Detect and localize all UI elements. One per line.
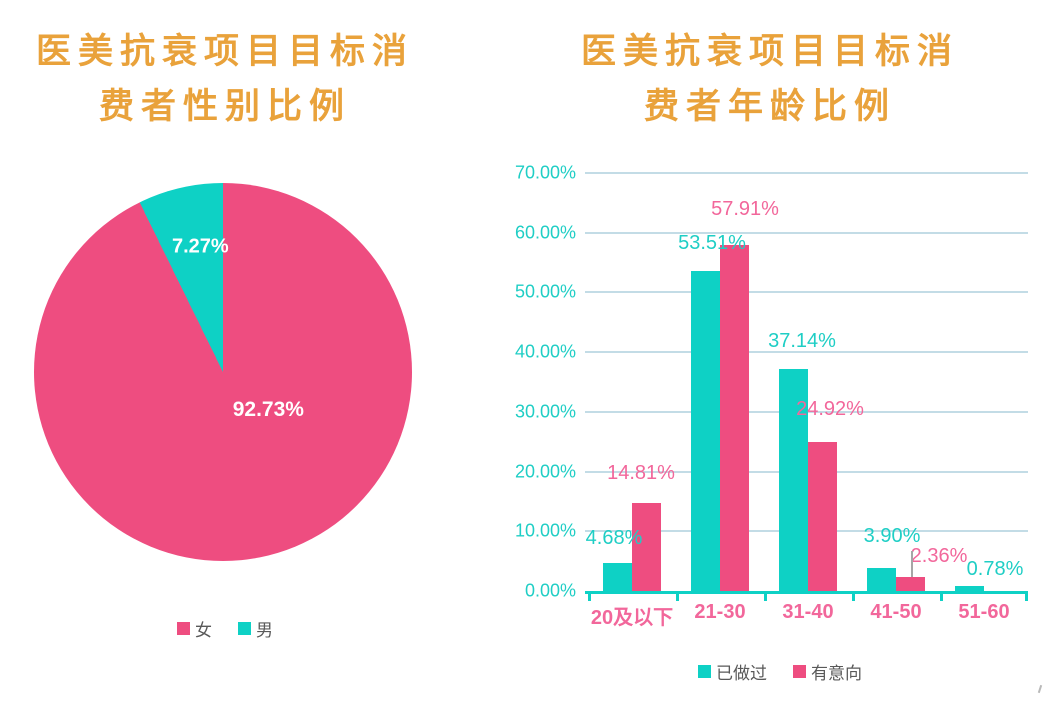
male-swatch-icon (238, 622, 251, 635)
x-axis-line (585, 591, 1028, 594)
bar-chart-title-line2: 费者年龄比例 (643, 87, 896, 126)
x-axis-tick-3 (852, 591, 855, 601)
bar-legend-item-intend[interactable]: 有意向 (793, 659, 862, 684)
x-category-label-31-40: 31-40 (782, 601, 834, 623)
bar-legend-label-done: 已做过 (716, 664, 767, 683)
bar-已做过-31-40[interactable] (779, 369, 808, 591)
gridline-70 (585, 172, 1028, 174)
female-swatch-icon (177, 622, 190, 635)
gridline-60 (585, 231, 1028, 234)
y-axis-label-50: 50.00% (514, 281, 576, 302)
bar-已做过-20及以下[interactable] (603, 563, 632, 591)
x-axis-tick-1 (676, 591, 679, 601)
pie-chart-title-line2: 费者性别比例 (98, 87, 351, 126)
bar-chart-title: 医美抗衰项目目标消 费者年龄比例 (550, 24, 990, 134)
y-axis-label-0: 0.00% (524, 580, 576, 601)
pie-legend-item-female[interactable]: 女 (177, 616, 212, 641)
pie-chart-title: 医美抗衰项目目标消 费者性别比例 (0, 24, 450, 134)
y-axis-label-10: 10.00% (514, 520, 576, 541)
bar-已做过-41-50[interactable] (867, 567, 896, 591)
y-axis-label-60: 60.00% (514, 222, 576, 243)
y-axis-label-20: 20.00% (514, 461, 576, 482)
pie-legend-item-male[interactable]: 男 (238, 616, 273, 641)
bar-chart-title-line1: 医美抗衰项目目标消 (580, 32, 959, 71)
value-label-有意向-20及以下: 14.81% (607, 462, 675, 484)
x-category-label-21-30: 21-30 (694, 601, 746, 623)
intend-swatch-icon (793, 665, 806, 678)
pie-legend: 女 男 (0, 616, 450, 641)
bar-legend-label-intend: 有意向 (811, 664, 862, 683)
pie-chart-title-line1: 医美抗衰项目目标消 (35, 32, 414, 71)
bar-legend-item-done[interactable]: 已做过 (698, 659, 767, 684)
x-category-label-20及以下: 20及以下 (590, 607, 674, 629)
corner-mark (1037, 684, 1043, 694)
value-label-有意向-31-40: 24.92% (796, 398, 864, 420)
gridline-40 (585, 351, 1028, 354)
done-swatch-icon (698, 665, 711, 678)
gridline-50 (585, 291, 1028, 294)
bar-已做过-21-30[interactable] (691, 271, 720, 591)
gender-pie: 7.27% 92.73% (34, 183, 412, 561)
pie-slice-label-female: 92.73% (232, 397, 304, 421)
value-label-已做过-51-60: 0.78% (966, 558, 1024, 580)
x-axis-tick-5 (1025, 591, 1028, 601)
value-label-有意向-21-30: 57.91% (711, 198, 779, 220)
y-axis-label-40: 40.00% (514, 341, 576, 362)
pie-legend-label-female: 女 (195, 621, 212, 640)
bar-legend: 已做过 有意向 (560, 659, 1000, 684)
x-category-label-41-50: 41-50 (870, 601, 922, 623)
value-label-已做过-41-50: 3.90% (863, 525, 921, 547)
value-label-已做过-31-40: 37.14% (768, 330, 836, 352)
pie-legend-label-male: 男 (256, 621, 273, 640)
value-label-已做过-21-30: 53.51% (678, 232, 746, 254)
x-axis-tick-0 (588, 591, 591, 601)
x-axis-tick-4 (940, 591, 943, 601)
x-axis-tick-2 (764, 591, 767, 601)
leader-line-2-36 (911, 551, 913, 577)
bar-有意向-41-50[interactable] (896, 576, 925, 591)
bar-已做过-51-60[interactable] (955, 586, 984, 591)
x-category-label-51-60: 51-60 (958, 601, 1010, 623)
bar-有意向-31-40[interactable] (808, 442, 837, 591)
y-axis-label-70: 70.00% (514, 162, 576, 183)
bar-有意向-21-30[interactable] (720, 245, 749, 591)
bar-有意向-20及以下[interactable] (632, 502, 661, 591)
pie-slice-label-male: 7.27% (171, 235, 229, 258)
value-label-有意向-41-50: 2.36% (910, 545, 968, 567)
value-label-已做过-20及以下: 4.68% (585, 527, 643, 549)
age-bar-plot: 0.00% 10.00% 20.00% 30.00% 40.00% 50.00% 60.00… (515, 163, 1028, 629)
y-axis-label-30: 30.00% (514, 401, 576, 422)
